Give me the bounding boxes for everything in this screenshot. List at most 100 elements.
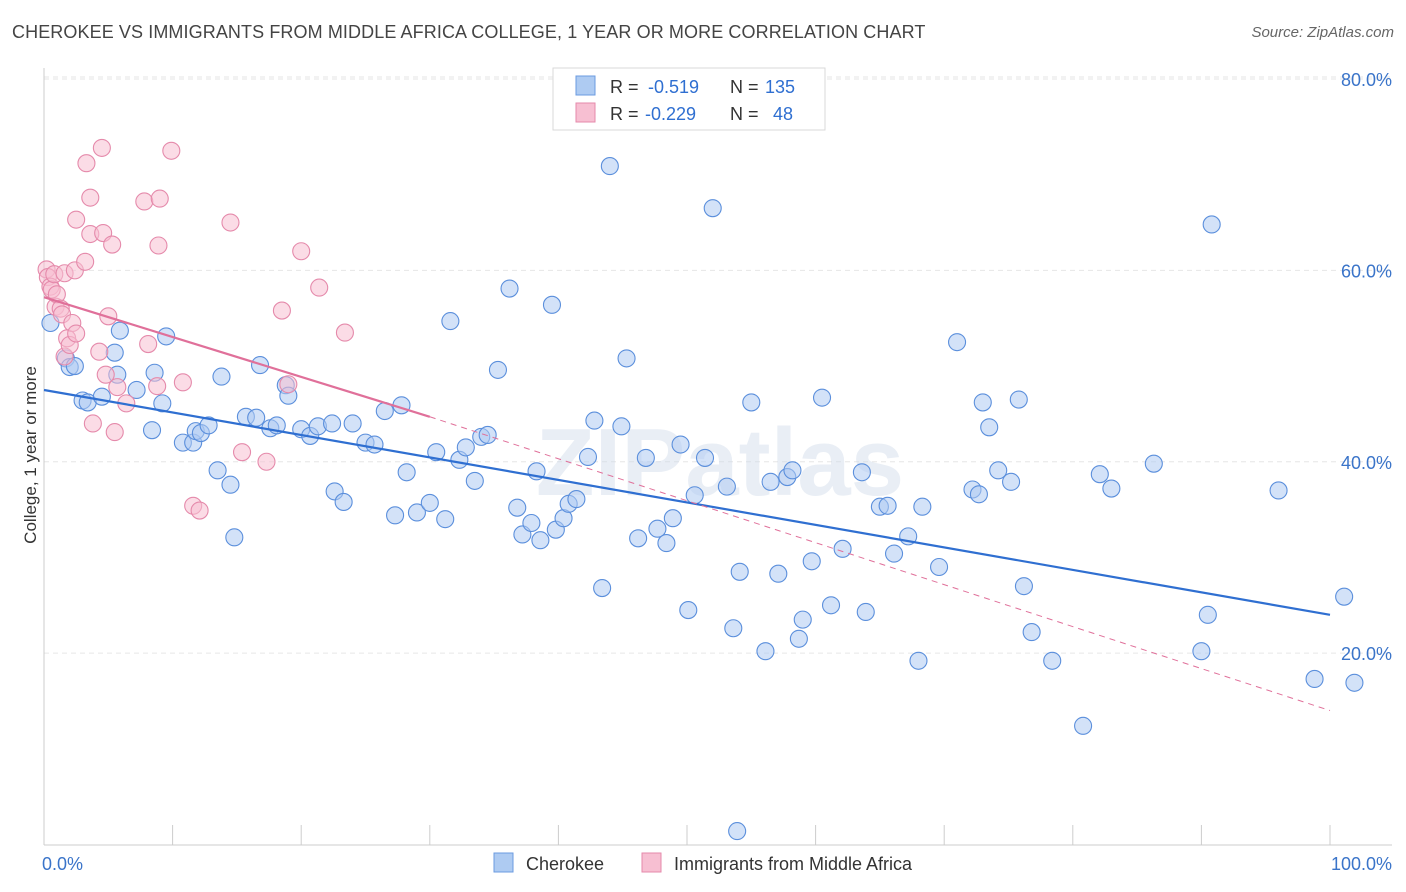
middle-africa-point-29: [108, 378, 127, 397]
cherokee-point-9: [110, 321, 129, 340]
cherokee-point-41: [386, 506, 405, 525]
middle-africa-point-46: [310, 278, 329, 297]
tick-labels: 20.0% 40.0% 60.0% 80.0% 0.0% 100.0%: [42, 70, 1392, 874]
cherokee-point-83: [724, 619, 743, 638]
legend-r-label-1: R =: [610, 77, 639, 97]
chart-title: CHEROKEE VS IMMIGRANTS FROM MIDDLE AFRIC…: [12, 22, 926, 42]
cherokee-point-86: [756, 642, 775, 661]
top-legend: R = -0.519 N = 135 R = -0.229 N = 48: [552, 67, 826, 131]
cherokee-point-39: [365, 435, 384, 454]
middle-africa-point-34: [149, 236, 168, 255]
middle-africa-point-45: [292, 242, 311, 261]
cherokee-point-54: [488, 360, 508, 379]
middle-africa-point-39: [190, 501, 209, 520]
y-axis-label: College, 1 year or more: [21, 366, 40, 544]
middle-africa-point-25: [96, 365, 115, 384]
cherokee-point-95: [821, 596, 841, 615]
legend-r-value-1: -0.519: [648, 77, 699, 97]
cherokee-point-44: [407, 503, 426, 522]
middle-africa-point-21: [83, 414, 102, 433]
cherokee-point-45: [420, 493, 439, 512]
middle-africa-point-28: [105, 423, 124, 442]
bottom-legend-label-middle-africa: Immigrants from Middle Africa: [674, 854, 913, 874]
middle-africa-point-40: [221, 213, 240, 232]
cherokee-point-70: [612, 417, 631, 436]
cherokee-point-67: [585, 411, 604, 430]
cherokee-point-122: [1198, 605, 1217, 624]
middle-africa-point-35: [150, 189, 169, 208]
middle-africa-point-41: [232, 443, 252, 462]
cherokee-point-85: [742, 393, 761, 412]
cherokee-point-127: [1345, 673, 1364, 692]
cherokee-point-19: [199, 416, 218, 435]
bottom-legend-swatch-middle-africa: [641, 852, 662, 873]
top-legend-box: [552, 67, 826, 131]
cherokee-point-6: [92, 387, 111, 406]
cherokee-point-81: [703, 199, 722, 218]
cherokee-point-56: [508, 498, 527, 517]
cherokee-point-113: [1009, 390, 1028, 409]
gridlines: [44, 76, 1392, 654]
cherokee-point-10: [127, 380, 146, 400]
cherokee-point-106: [948, 333, 967, 352]
cherokee-point-124: [1269, 481, 1288, 500]
cherokee-point-84: [730, 562, 749, 581]
legend-r-label-2: R =: [610, 104, 639, 124]
middle-africa-point-31: [135, 192, 154, 211]
legend-r-value-2: -0.229: [645, 104, 696, 124]
cherokee-point-114: [1014, 577, 1033, 596]
cherokee-point-69: [600, 157, 619, 176]
cherokee-point-128: [728, 822, 747, 841]
cherokee-point-92: [793, 610, 812, 629]
cherokee-point-108: [969, 485, 988, 504]
cherokee-point-119: [1102, 479, 1121, 498]
middle-africa-points: [37, 138, 354, 520]
cherokee-point-87: [761, 472, 780, 491]
x-tick-label-0: 0.0%: [42, 854, 83, 874]
legend-n-value-1: 135: [765, 77, 795, 97]
cherokee-point-78: [679, 601, 698, 620]
middle-africa-trend-extension: [429, 416, 1331, 712]
cherokee-point-96: [833, 539, 852, 558]
cherokee-point-51: [465, 471, 484, 490]
middle-africa-point-23: [92, 138, 111, 157]
cherokee-point-110: [980, 418, 999, 437]
cherokee-point-91: [789, 629, 808, 648]
cherokee-point-76: [663, 509, 682, 528]
middle-africa-point-44: [279, 375, 298, 394]
legend-n-label-2: N =: [730, 104, 759, 124]
middle-africa-point-17: [76, 252, 95, 271]
cherokee-point-79: [685, 486, 704, 505]
y-tick-label-2: 60.0%: [1341, 261, 1392, 281]
cherokee-point-43: [397, 463, 416, 482]
cherokee-point-34: [323, 414, 342, 433]
bottom-legend: Cherokee Immigrants from Middle Africa: [493, 852, 913, 874]
cherokee-point-12: [142, 421, 162, 440]
cherokee-point-46: [427, 443, 446, 462]
cherokee-point-109: [973, 393, 992, 412]
cherokee-point-71: [617, 349, 636, 368]
cherokee-point-48: [441, 312, 460, 331]
cherokee-point-90: [783, 461, 802, 480]
cherokee-point-23: [225, 528, 244, 547]
y-tick-label-1: 40.0%: [1341, 453, 1392, 473]
cherokee-point-74: [648, 519, 667, 538]
axes: [43, 68, 1392, 846]
middle-africa-point-27: [103, 235, 122, 254]
legend-n-label-1: N =: [730, 77, 759, 97]
y-tick-label-0: 20.0%: [1341, 644, 1392, 664]
cherokee-point-116: [1043, 651, 1062, 670]
cherokee-point-65: [567, 490, 586, 509]
cherokee-point-123: [1202, 215, 1221, 234]
cherokee-point-66: [578, 447, 598, 467]
cherokee-point-104: [913, 497, 932, 516]
cherokee-point-100: [878, 496, 897, 515]
legend-n-value-2: 48: [773, 104, 793, 124]
cherokee-point-25: [247, 408, 266, 427]
cherokee-trend-line: [43, 388, 1331, 616]
cherokee-point-101: [884, 544, 904, 563]
cherokee-point-121: [1192, 642, 1211, 661]
cherokee-point-126: [1335, 587, 1354, 606]
cherokee-point-88: [769, 564, 788, 583]
